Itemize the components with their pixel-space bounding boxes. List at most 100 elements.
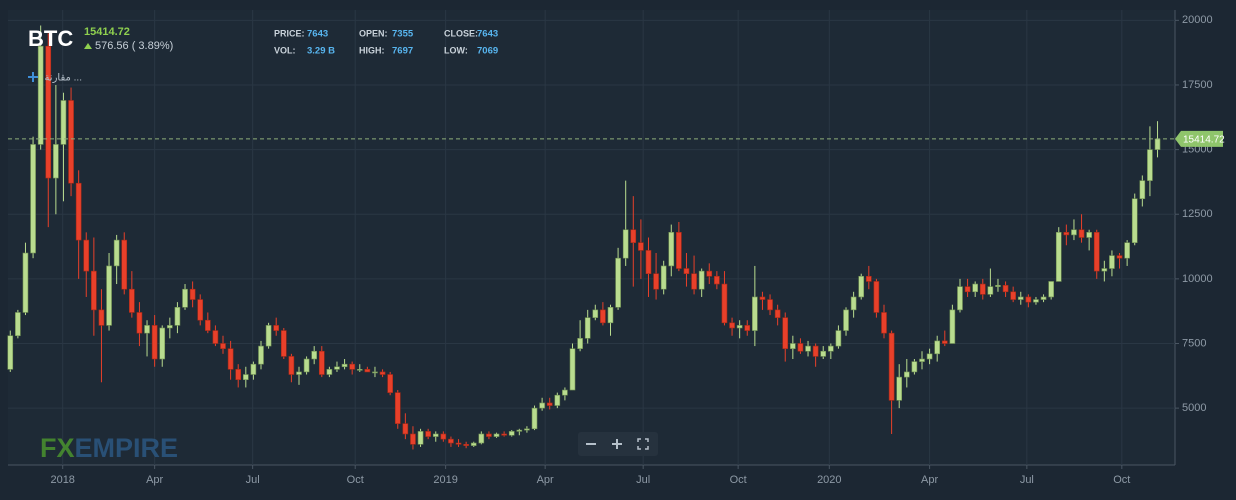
candle-body [676, 232, 682, 269]
candle-body [668, 232, 675, 267]
candle-body [1147, 149, 1153, 181]
candle-body [174, 307, 181, 326]
candles [7, 25, 1161, 450]
candle-body [645, 250, 652, 274]
candle-body [1124, 242, 1130, 259]
candle-body [463, 444, 469, 446]
info-value: 7355 [392, 29, 414, 40]
info-value: 7643 [307, 29, 328, 40]
candle-body [828, 345, 834, 352]
candle-body [273, 325, 280, 331]
candle-body [379, 371, 386, 375]
candle-body [410, 433, 416, 445]
info-label: PRICE: [274, 28, 305, 38]
candle-body [562, 389, 568, 396]
info-label: HIGH: [359, 45, 385, 55]
candle-body [1010, 291, 1016, 300]
info-label: LOW: [444, 45, 468, 55]
candle-body [926, 353, 933, 360]
candle-body [767, 299, 773, 311]
candle-body [425, 431, 431, 437]
candle-body [987, 286, 994, 295]
candle-body [1025, 296, 1032, 303]
candle-body [448, 438, 454, 444]
change: 576.56 ( 3.89%) [95, 40, 173, 52]
candle-body [98, 309, 105, 326]
candle-body [75, 182, 82, 241]
candle-body [364, 369, 371, 373]
compare-button[interactable]: مقارنة ... [28, 72, 82, 84]
candle-body [182, 288, 188, 308]
candle-body [752, 296, 758, 331]
logo-empire: EMPIRE [75, 433, 179, 463]
candle-body [250, 363, 257, 375]
candle-body [349, 363, 355, 370]
candle-body [1101, 268, 1108, 272]
y-tick-label: 5000 [1182, 402, 1206, 414]
candle-body [1139, 180, 1146, 200]
candle-body [7, 335, 14, 370]
candle-body [1033, 299, 1039, 303]
logo-fx: FX [40, 433, 75, 463]
candle-body [964, 286, 971, 293]
up-arrow [84, 43, 92, 49]
candle-body [45, 45, 52, 179]
candle-body [167, 325, 173, 329]
candle-body [402, 423, 409, 435]
zoom-in-button[interactable] [612, 439, 622, 449]
x-tick-label: Jul [1020, 474, 1034, 486]
candle-body [53, 144, 59, 179]
candle-body [341, 363, 348, 368]
compare-label: مقارنة ... [44, 73, 82, 84]
info-value: 7643 [477, 29, 498, 40]
info-label: OPEN: [359, 28, 388, 38]
candle-body [440, 433, 447, 440]
candle-body [1116, 255, 1123, 259]
candle-body [866, 275, 872, 282]
candle-body [455, 442, 462, 445]
x-tick-label: Jul [246, 474, 260, 486]
y-tick-label: 7500 [1182, 337, 1206, 349]
candle-body [227, 348, 234, 370]
candle-body [106, 265, 112, 326]
candle-body [334, 366, 340, 370]
candle-body [60, 100, 67, 145]
y-tick-label: 10000 [1182, 273, 1213, 285]
candle-body [919, 358, 925, 362]
candle-body [584, 317, 591, 339]
candle-body [311, 350, 317, 360]
candle-body [136, 312, 143, 334]
candle-body [486, 433, 492, 437]
candle-body [417, 431, 424, 445]
candle-body [577, 338, 583, 349]
candle-body [888, 332, 895, 401]
candle-body [744, 325, 751, 331]
x-tick-label: Apr [537, 474, 554, 486]
last-price: 15414.72 [84, 26, 130, 38]
candle-body [205, 319, 211, 331]
candle-body [1078, 229, 1085, 238]
y-tick-label: 17500 [1182, 79, 1213, 91]
candle-body [736, 325, 743, 329]
candle-body [660, 265, 667, 290]
candle-body [280, 330, 287, 357]
fullscreen-button[interactable] [637, 438, 649, 450]
candle-body [843, 309, 849, 331]
candle-body [394, 392, 401, 424]
candle-body [1086, 232, 1092, 238]
candle-body [896, 376, 903, 401]
candle-body [220, 343, 226, 349]
candle-body [622, 229, 629, 259]
candle-body [1055, 232, 1062, 282]
candle-body [531, 407, 538, 430]
candle-body [37, 45, 44, 145]
candle-body [835, 330, 842, 347]
x-tick-label: 2020 [817, 474, 841, 486]
candle-body [774, 309, 781, 318]
x-tick-label: Oct [730, 474, 747, 486]
candle-body [630, 229, 637, 243]
candle-body [318, 350, 325, 375]
